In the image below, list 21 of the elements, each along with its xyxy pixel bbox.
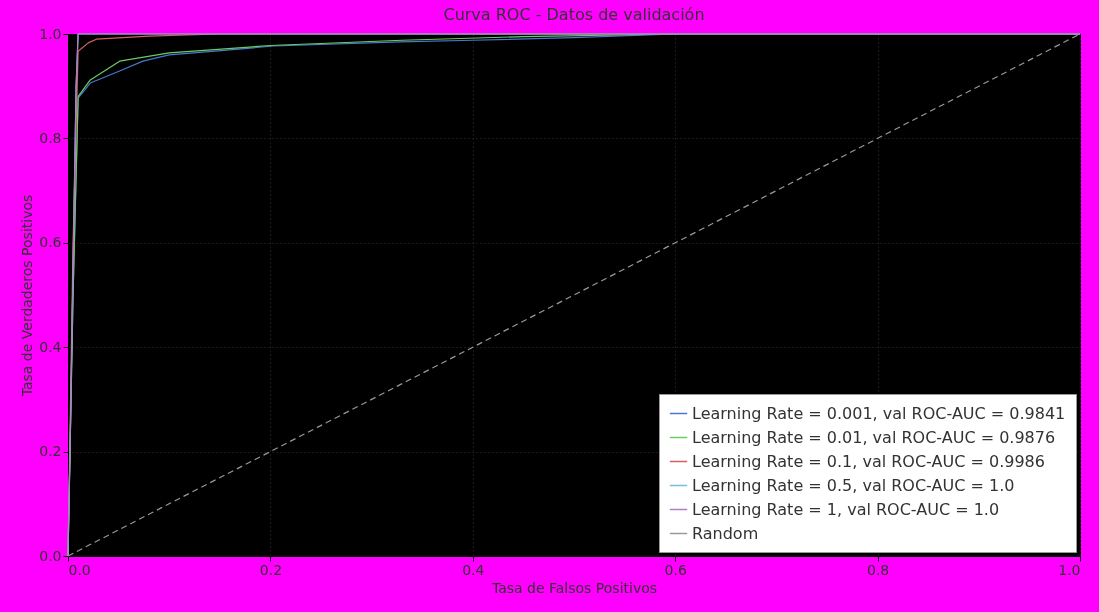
y-axis-title: Tasa de Verdaderos Positivos (19, 194, 36, 398)
x-tick-label: 0.6 (664, 561, 687, 578)
y-tick-label: 0.8 (39, 129, 62, 146)
chart-title: Curva ROC - Datos de validación (443, 5, 705, 24)
legend-label: Learning Rate = 0.001, val ROC-AUC = 0.9841 (692, 403, 1066, 423)
x-tick-label: 1.0 (1058, 561, 1081, 578)
legend-label: Random (692, 523, 759, 543)
x-axis-title: Tasa de Falsos Positivos (490, 579, 658, 596)
x-tick-label: 0.4 (462, 561, 485, 578)
y-tick-label: 0.0 (39, 547, 62, 564)
legend-label: Learning Rate = 1, val ROC-AUC = 1.0 (692, 499, 1000, 519)
x-tick-label: 0.2 (259, 561, 283, 578)
legend-label: Learning Rate = 0.5, val ROC-AUC = 1.0 (692, 475, 1015, 495)
x-tick-label: 0.0 (68, 561, 91, 578)
y-tick-label: 0.4 (39, 338, 62, 355)
y-tick-label: 0.6 (39, 234, 62, 251)
y-tick-label: 0.2 (39, 443, 62, 460)
x-tick-label: 0.8 (866, 561, 890, 578)
legend-label: Learning Rate = 0.1, val ROC-AUC = 0.9986 (692, 451, 1045, 471)
legend-label: Learning Rate = 0.01, val ROC-AUC = 0.9876 (692, 427, 1056, 447)
y-tick-label: 1.0 (39, 25, 62, 42)
